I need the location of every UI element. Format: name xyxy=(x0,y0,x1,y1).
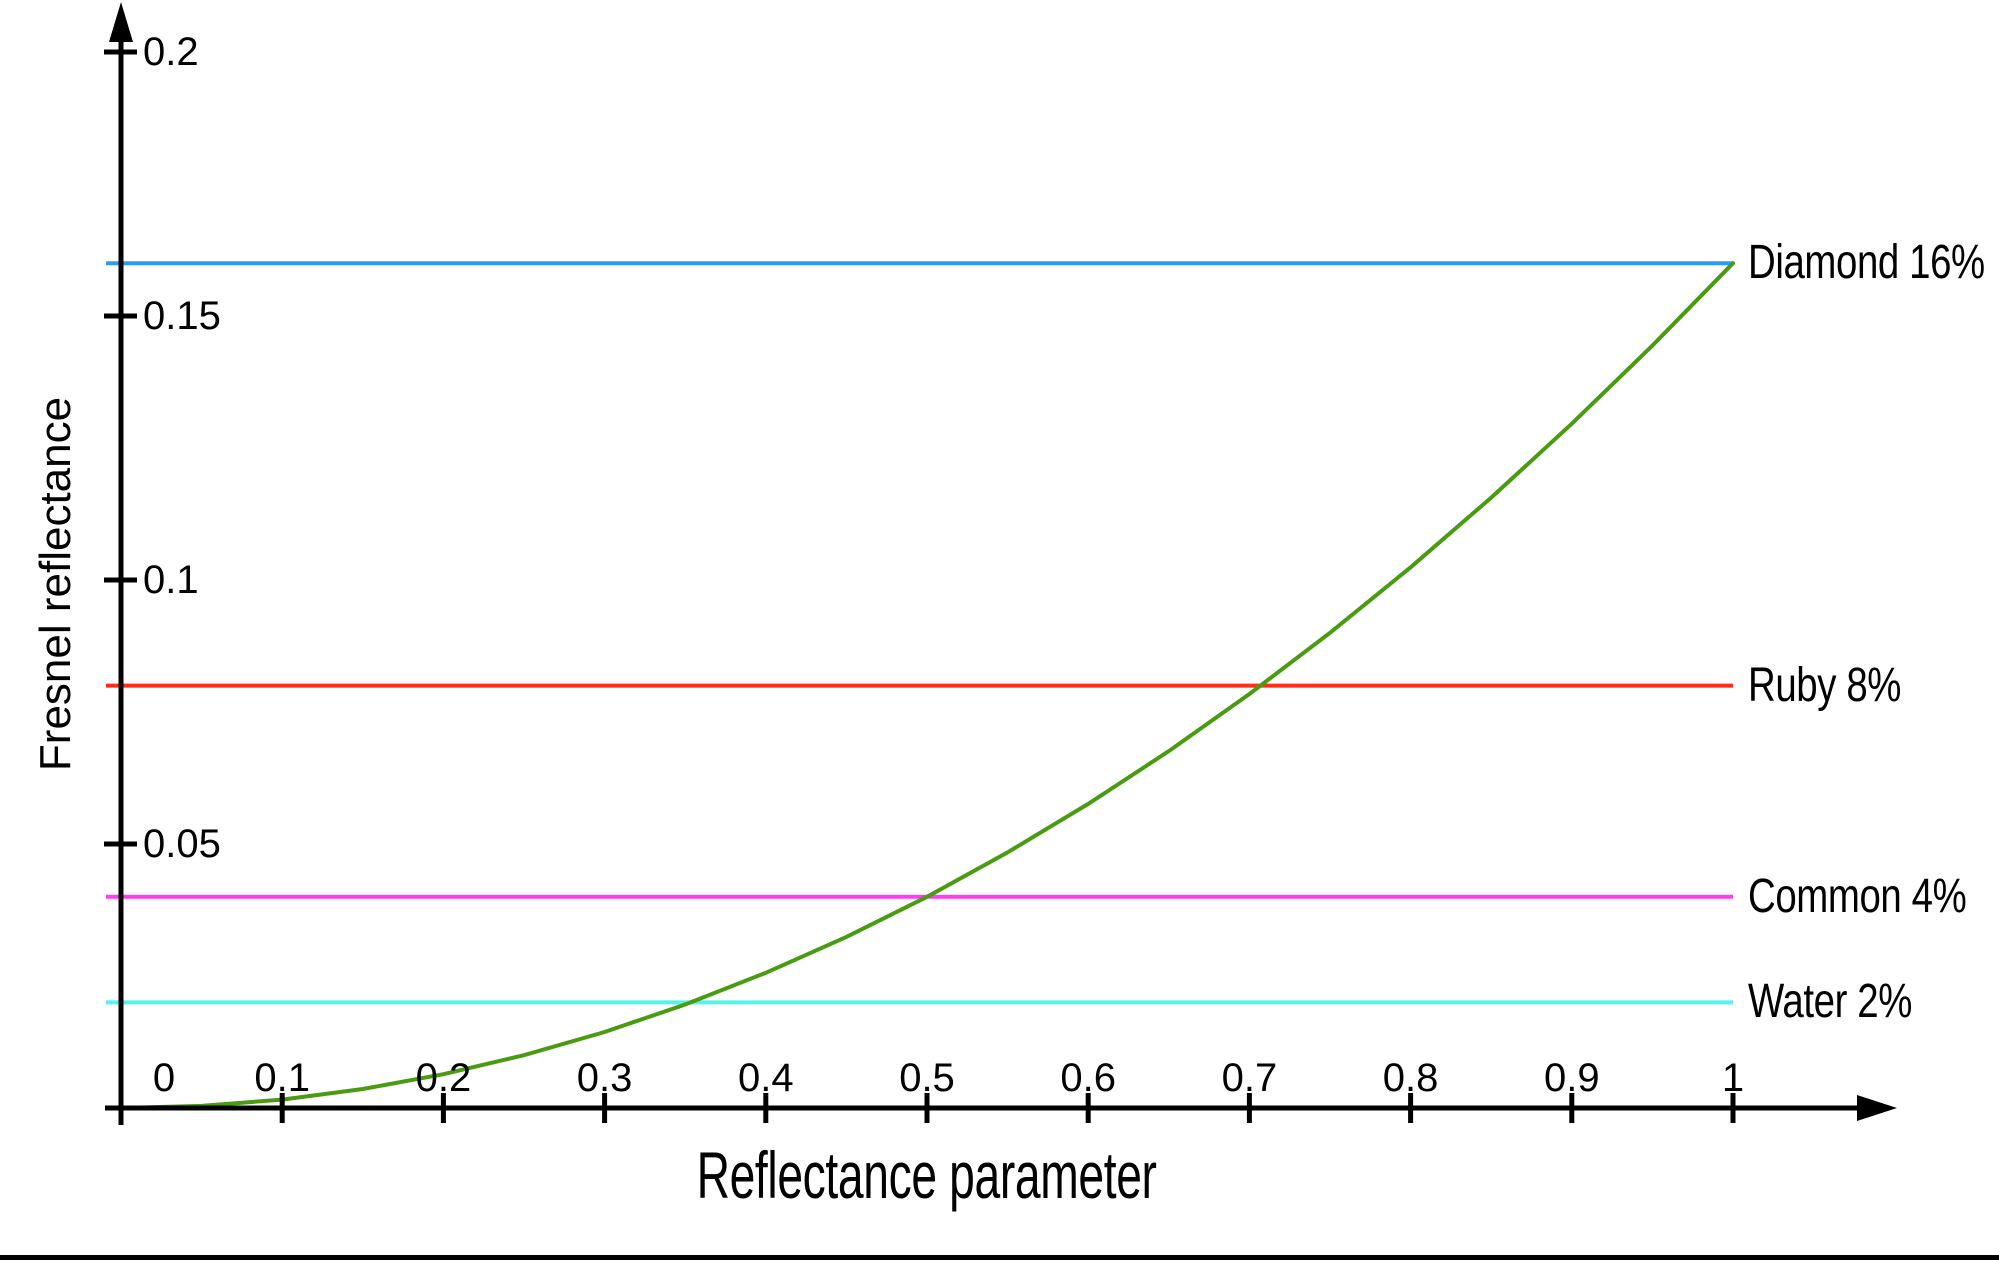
y-axis-arrowhead xyxy=(109,2,133,42)
y-axis-title: Fresnel reflectance xyxy=(31,396,80,772)
x-tick-label: 1 xyxy=(1721,1056,1745,1100)
x-tick-label: 0.9 xyxy=(1543,1056,1600,1100)
reference-line-label-text: Common 4% xyxy=(1748,869,1967,923)
series-curve-fresnel-reflectance-curve xyxy=(119,261,1735,1110)
x-tick-label: 0.7 xyxy=(1221,1056,1278,1100)
reference-line-label-diamond-16: Diamond 16% xyxy=(1748,233,1999,293)
x-axis-title-row: Reflectance parameter xyxy=(121,1140,1733,1210)
reference-line-label-text: Ruby 8% xyxy=(1748,658,1902,712)
x-tick-label: 0.2 xyxy=(415,1056,472,1100)
x-tick-label: 0.1 xyxy=(254,1056,310,1100)
x-axis-arrowhead xyxy=(1857,1095,1897,1121)
reference-line-label-text: Water 2% xyxy=(1748,975,1912,1029)
x-axis-title: Reflectance parameter xyxy=(696,1138,1158,1212)
reference-line-label-common-4: Common 4% xyxy=(1748,867,1999,927)
x-tick-label: 0.8 xyxy=(1382,1056,1439,1100)
y-tick-label: 0.2 xyxy=(143,30,199,74)
page-bottom-rule xyxy=(0,1255,1999,1260)
reference-line-label-water-2: Water 2% xyxy=(1748,972,1953,1032)
x-tick-label: 0.5 xyxy=(899,1056,955,1100)
x-tick-label: 0 xyxy=(152,1056,176,1100)
x-tick-label: 0.4 xyxy=(737,1056,794,1100)
y-tick-label: 0.1 xyxy=(143,558,199,602)
x-tick-label: 0.6 xyxy=(1060,1056,1116,1100)
reference-line-label-ruby-8: Ruby 8% xyxy=(1748,656,1939,716)
y-tick-label: 0.05 xyxy=(143,822,221,866)
y-tick-label: 0.15 xyxy=(143,294,221,338)
x-tick-label: 0.3 xyxy=(576,1056,633,1100)
reference-line-label-text: Diamond 16% xyxy=(1748,236,1985,290)
